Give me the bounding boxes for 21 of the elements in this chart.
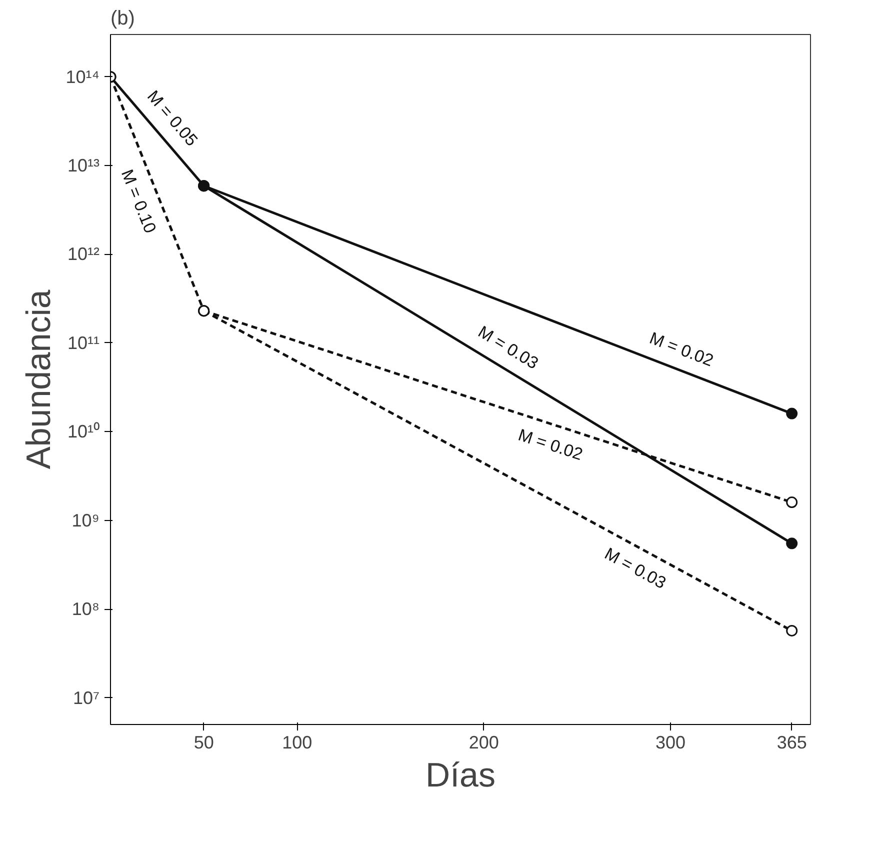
y-tick-label: 10¹² [67,244,100,264]
x-tick-label: 200 [468,732,499,752]
text: M = 0.10 [117,166,160,236]
x-tick-label: 100 [282,732,312,752]
x-tick-label: 300 [655,732,686,752]
y-tick-label: 10¹⁴ [66,66,100,87]
text: M = 0.03 [601,544,670,593]
text: M = 0.02 [646,328,716,370]
x-axis-title: Días [426,756,496,794]
y-tick-label: 10⁸ [72,599,100,620]
x-tick-label: 50 [194,732,214,752]
y-tick-label: 10⁷ [72,688,100,708]
x-tick-label: 365 [776,732,807,752]
chart-title: (b) [110,8,135,30]
y-tick-label: 10¹¹ [67,332,100,353]
y-tick-label: 10¹⁰ [67,422,100,442]
y-tick-label: 10⁹ [72,510,100,530]
text: M = 0.03 [474,322,542,373]
y-tick-label: 10¹³ [67,156,100,176]
y-axis-title: Abundancia [20,290,58,470]
text: M = 0.02 [516,425,586,464]
